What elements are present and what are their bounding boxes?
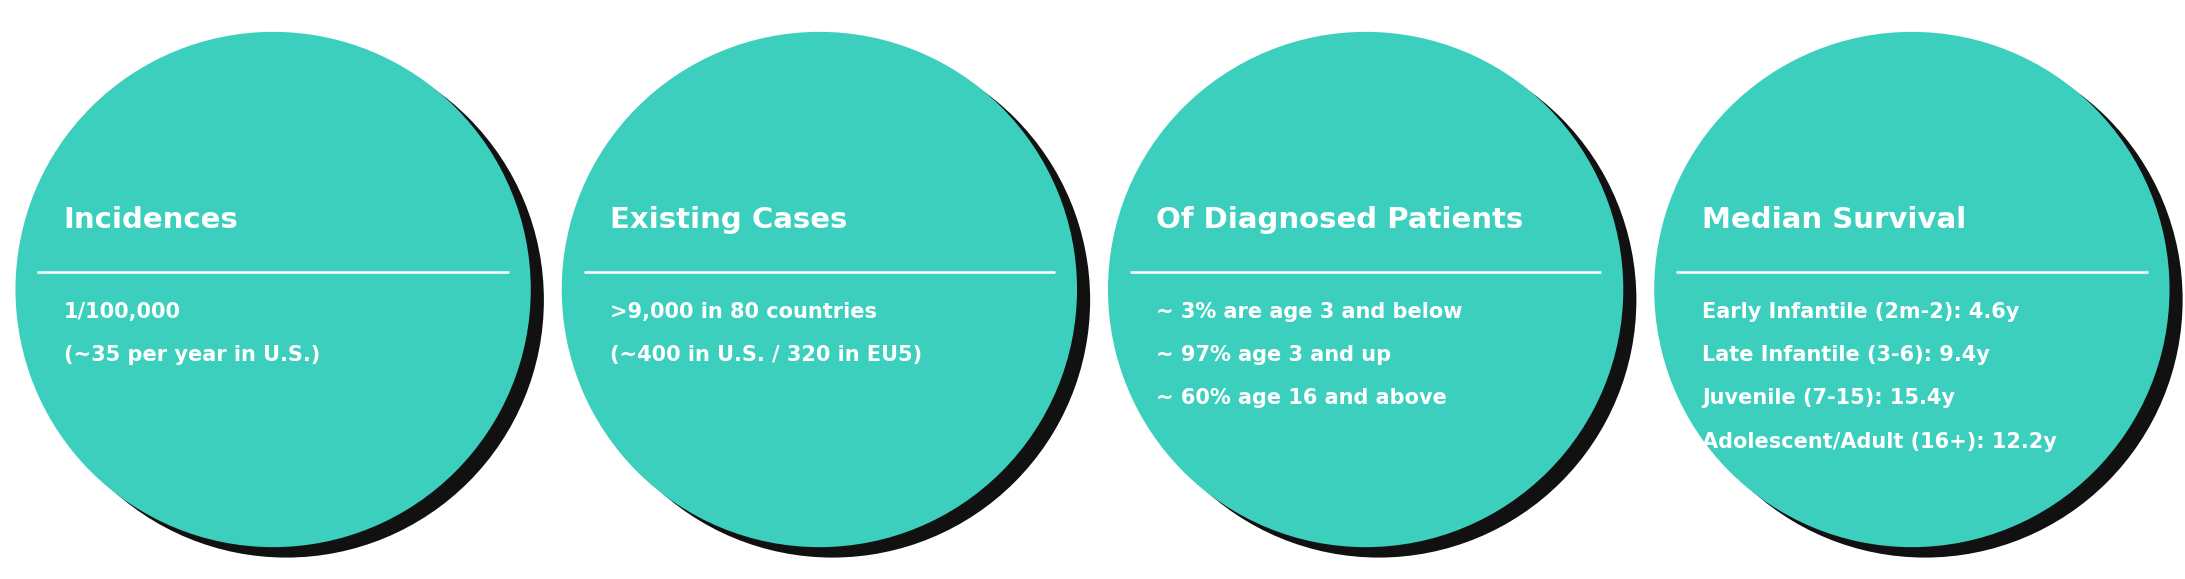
Text: Incidences: Incidences — [63, 206, 238, 234]
Ellipse shape — [1108, 32, 1623, 547]
Ellipse shape — [28, 42, 544, 558]
Ellipse shape — [575, 42, 1090, 558]
Text: (~35 per year in U.S.): (~35 per year in U.S.) — [63, 345, 319, 365]
Text: (~400 in U.S. / 320 in EU5): (~400 in U.S. / 320 in EU5) — [610, 345, 922, 365]
Text: 1/100,000: 1/100,000 — [63, 302, 181, 321]
Text: ~ 3% are age 3 and below: ~ 3% are age 3 and below — [1156, 302, 1462, 321]
Text: Adolescent/Adult (16+): 12.2y: Adolescent/Adult (16+): 12.2y — [1702, 432, 2056, 452]
Ellipse shape — [1654, 32, 2170, 547]
Text: Median Survival: Median Survival — [1702, 206, 1966, 234]
Text: Of Diagnosed Patients: Of Diagnosed Patients — [1156, 206, 1523, 234]
Text: ~ 60% age 16 and above: ~ 60% age 16 and above — [1156, 389, 1446, 408]
Text: Late Infantile (3-6): 9.4y: Late Infantile (3-6): 9.4y — [1702, 345, 1991, 365]
Ellipse shape — [15, 32, 531, 547]
Text: ~ 97% age 3 and up: ~ 97% age 3 and up — [1156, 345, 1392, 365]
Text: Existing Cases: Existing Cases — [610, 206, 848, 234]
Text: >9,000 in 80 countries: >9,000 in 80 countries — [610, 302, 876, 321]
Ellipse shape — [562, 32, 1077, 547]
Text: Early Infantile (2m-2): 4.6y: Early Infantile (2m-2): 4.6y — [1702, 302, 2019, 321]
Ellipse shape — [1121, 42, 1637, 558]
Text: Juvenile (7-15): 15.4y: Juvenile (7-15): 15.4y — [1702, 389, 1956, 408]
Ellipse shape — [1667, 42, 2183, 558]
